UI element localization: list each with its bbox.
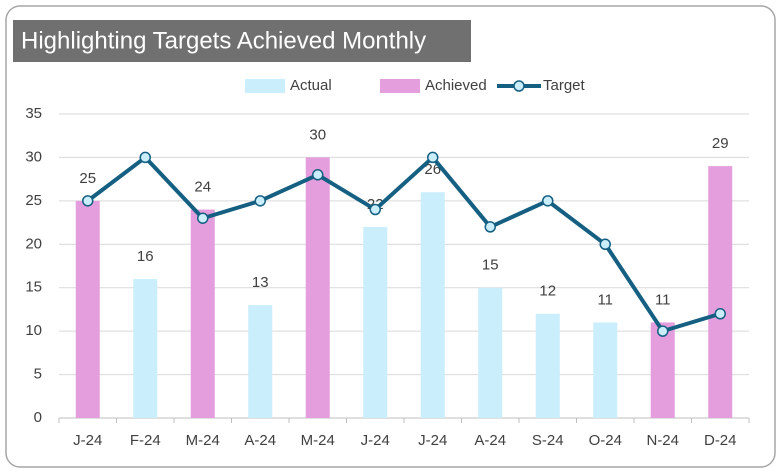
data-label: 30 [309,126,326,143]
y-tick-label: 25 [25,192,42,209]
legend-marker [513,80,525,92]
bar [708,166,733,418]
target-line [86,155,721,334]
bar [248,305,273,418]
x-tick-label: A-24 [474,432,506,449]
legend-label: Actual [290,77,332,94]
target-marker [369,203,381,216]
data-label: 15 [482,257,499,274]
data-label: 11 [597,291,613,308]
x-tick-label: D-24 [704,432,737,449]
y-tick-label: 20 [25,235,42,252]
target-marker [312,169,324,181]
x-tick-label: J-24 [418,432,447,449]
bar [190,209,215,418]
title-box [13,20,471,62]
bar [305,157,330,418]
y-tick-label: 0 [34,409,42,426]
data-label: 11 [655,291,671,308]
x-tick-label: M-24 [301,432,335,449]
target-marker [484,221,496,233]
bar [75,200,100,418]
y-tick-label: 30 [25,148,42,165]
target-marker [254,195,266,207]
x-tick-label: F-24 [130,432,161,449]
x-tick-label: O-24 [589,432,622,449]
data-label: 25 [79,170,96,187]
x-tick-label: J-24 [73,432,102,449]
bar [363,226,388,418]
target-marker [197,212,209,224]
bar [650,322,675,418]
legend-swatch [380,79,420,93]
target-marker [139,151,151,164]
data-label: 12 [539,283,556,300]
y-tick-label: 15 [25,279,42,296]
x-tick-label: S-24 [532,432,564,449]
bar [478,287,503,418]
data-label: 29 [712,135,729,152]
target-marker [542,195,554,207]
target-marker [599,238,611,251]
x-tick-label: M-24 [186,432,220,449]
legend-swatch [245,79,285,93]
bar [133,279,158,418]
data-label: 13 [252,274,269,291]
bar [593,322,618,418]
x-tick-label: J-24 [361,432,390,449]
target-marker [427,151,439,164]
y-tick-label: 10 [25,322,42,339]
y-tick-label: 35 [25,105,42,122]
y-tick-label: 5 [34,366,42,383]
target-marker [714,308,726,320]
data-label: 24 [194,179,211,196]
legend-label: Achieved [425,77,487,94]
data-label: 16 [137,248,154,265]
bar [420,192,445,418]
bar [535,313,560,418]
target-marker [657,325,669,337]
legend-label: Target [543,77,586,94]
x-tick-label: A-24 [244,432,276,449]
target-marker [82,195,94,207]
x-tick-label: N-24 [646,432,679,449]
chart-title: Highlighting Targets Achieved Monthly [21,27,426,54]
